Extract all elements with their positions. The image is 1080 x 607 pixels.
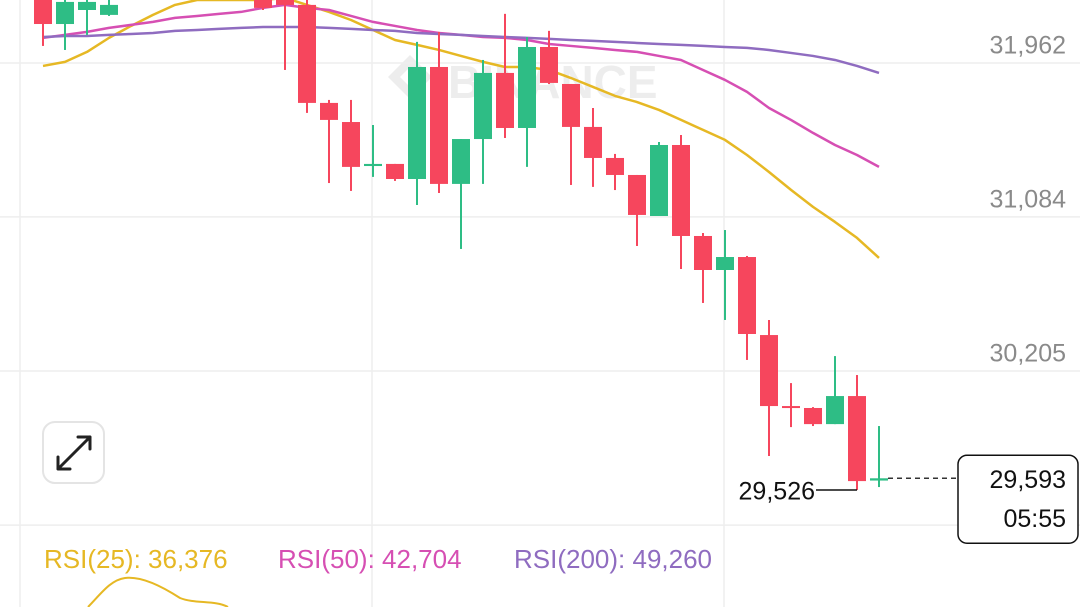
y-tick-label: 31,962: [990, 32, 1066, 60]
rsi-label: RSI(50): 42,704: [278, 544, 462, 574]
low-price-label: 29,526: [739, 478, 815, 506]
candle-body: [738, 257, 756, 334]
candle-body: [584, 126, 602, 158]
candle-body: [672, 144, 690, 236]
candle-body: [364, 163, 382, 167]
candle-body: [606, 157, 624, 175]
candle-body: [452, 139, 470, 184]
countdown-label: 05:55: [1003, 505, 1066, 533]
candle-body: [474, 72, 492, 140]
candle-body: [320, 102, 338, 120]
candle-body: [650, 144, 668, 216]
candle-body: [826, 396, 844, 425]
candle-body: [496, 72, 514, 128]
annotations: 29,593 05:55 29,526: [739, 454, 1079, 545]
rsi-line-fragment: [87, 576, 229, 607]
ma-line: [42, 25, 880, 75]
last-price-box: [957, 454, 1079, 545]
y-tick-label: 30,205: [990, 340, 1066, 368]
candle-body: [78, 1, 96, 10]
candle-body: [100, 4, 118, 15]
candle-body: [518, 46, 536, 128]
candle-body: [540, 46, 558, 83]
rsi-label: RSI(200): 49,260: [514, 544, 712, 574]
candle-body: [870, 478, 888, 481]
candle-body: [298, 4, 316, 103]
candle-body: [782, 406, 800, 409]
candle-body: [628, 174, 646, 215]
expand-button[interactable]: [42, 421, 105, 484]
candle-body: [408, 66, 426, 180]
candle-body: [342, 122, 360, 167]
expand-icon[interactable]: [56, 435, 92, 471]
candle-body: [34, 0, 52, 25]
candle-body: [760, 335, 778, 407]
ma-line: [42, 0, 880, 259]
candle-body: [276, 0, 294, 5]
grid: [0, 62, 1080, 526]
candle-body: [804, 407, 822, 425]
candle-body: [430, 66, 448, 184]
candle-body: [694, 235, 712, 270]
candle-body: [56, 1, 74, 25]
ma-lines: [42, 0, 880, 259]
y-tick-label: 31,084: [990, 185, 1067, 213]
last-price-label: 29,593: [990, 466, 1066, 494]
candle-body: [386, 163, 404, 180]
candle-body: [848, 396, 866, 482]
candle-body: [562, 83, 580, 127]
rsi-label: RSI(25): 36,376: [44, 544, 228, 574]
candle-body: [254, 0, 272, 8]
candles: [34, 0, 888, 491]
candle-body: [716, 257, 734, 270]
